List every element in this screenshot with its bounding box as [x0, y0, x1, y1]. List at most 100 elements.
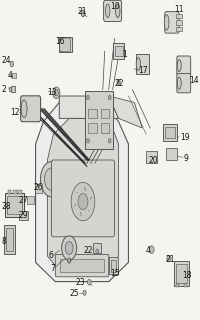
- Ellipse shape: [163, 15, 168, 30]
- Text: 4: 4: [145, 246, 149, 255]
- Bar: [93, 243, 100, 253]
- Ellipse shape: [176, 60, 180, 72]
- Bar: [8, 190, 11, 194]
- Bar: [5, 193, 24, 217]
- Circle shape: [40, 162, 62, 197]
- Bar: [11, 86, 15, 92]
- Text: 18: 18: [181, 271, 190, 280]
- FancyArrowPatch shape: [76, 192, 77, 193]
- FancyBboxPatch shape: [103, 0, 121, 21]
- Text: 25: 25: [69, 289, 79, 298]
- Circle shape: [108, 95, 111, 100]
- FancyBboxPatch shape: [59, 38, 70, 52]
- Bar: [18, 190, 22, 194]
- Text: 2: 2: [2, 85, 7, 94]
- Bar: [164, 127, 174, 138]
- Text: 21: 21: [77, 7, 87, 16]
- Bar: [174, 261, 188, 286]
- FancyBboxPatch shape: [164, 12, 178, 33]
- Text: 27: 27: [18, 196, 28, 204]
- Circle shape: [149, 246, 153, 253]
- Circle shape: [78, 194, 87, 210]
- Text: 22: 22: [83, 246, 92, 255]
- Text: 13: 13: [47, 88, 57, 97]
- Bar: [100, 109, 109, 118]
- Text: 1: 1: [122, 50, 127, 59]
- Bar: [60, 259, 103, 272]
- Text: 22: 22: [114, 79, 123, 88]
- Polygon shape: [35, 102, 128, 282]
- Circle shape: [86, 95, 89, 100]
- FancyBboxPatch shape: [176, 56, 190, 75]
- Circle shape: [10, 61, 14, 67]
- Bar: [58, 37, 71, 52]
- Bar: [34, 184, 42, 193]
- FancyBboxPatch shape: [176, 74, 190, 93]
- FancyArrowPatch shape: [84, 187, 85, 191]
- Bar: [85, 91, 112, 149]
- Polygon shape: [108, 96, 142, 128]
- Circle shape: [44, 168, 58, 190]
- Circle shape: [86, 139, 89, 143]
- FancyArrowPatch shape: [90, 197, 91, 199]
- Bar: [109, 257, 117, 275]
- Bar: [4, 225, 15, 254]
- Text: 19: 19: [179, 133, 189, 142]
- Circle shape: [67, 259, 70, 263]
- Bar: [19, 211, 28, 220]
- Circle shape: [65, 242, 73, 254]
- Bar: [12, 73, 16, 78]
- Bar: [114, 46, 122, 56]
- FancyArrowPatch shape: [80, 212, 81, 216]
- Bar: [183, 284, 186, 287]
- FancyBboxPatch shape: [21, 96, 40, 122]
- Bar: [166, 148, 176, 160]
- Polygon shape: [47, 118, 118, 275]
- Circle shape: [52, 87, 60, 99]
- Ellipse shape: [105, 4, 109, 18]
- Ellipse shape: [21, 100, 27, 118]
- Polygon shape: [59, 96, 118, 118]
- Circle shape: [83, 290, 86, 295]
- Circle shape: [166, 255, 170, 262]
- Text: 23: 23: [75, 278, 85, 287]
- Bar: [145, 151, 156, 163]
- FancyBboxPatch shape: [51, 160, 114, 237]
- Bar: [100, 123, 109, 133]
- Text: 11: 11: [173, 5, 182, 14]
- Text: 20: 20: [147, 156, 157, 164]
- FancyArrowPatch shape: [74, 204, 76, 206]
- Circle shape: [116, 79, 120, 84]
- Bar: [27, 196, 34, 204]
- Text: 17: 17: [138, 66, 147, 75]
- Text: 21: 21: [165, 255, 175, 264]
- Text: 9: 9: [183, 154, 188, 163]
- Bar: [9, 87, 11, 91]
- Text: 4: 4: [8, 71, 13, 80]
- Text: 24: 24: [2, 56, 12, 65]
- Circle shape: [95, 249, 98, 253]
- Text: 26: 26: [34, 183, 43, 192]
- Text: 29: 29: [18, 211, 28, 220]
- Circle shape: [71, 182, 94, 221]
- Bar: [112, 43, 124, 59]
- Circle shape: [67, 258, 70, 263]
- Bar: [175, 264, 186, 283]
- Bar: [13, 190, 17, 194]
- Bar: [88, 109, 96, 118]
- Text: 14: 14: [189, 76, 198, 84]
- Bar: [162, 124, 176, 141]
- Ellipse shape: [115, 4, 119, 18]
- Text: 12: 12: [10, 108, 20, 116]
- Bar: [110, 260, 116, 272]
- Text: 28: 28: [2, 202, 11, 211]
- Text: 16: 16: [55, 37, 65, 46]
- Ellipse shape: [176, 77, 180, 89]
- Text: 8: 8: [2, 237, 7, 246]
- Circle shape: [81, 10, 85, 17]
- Bar: [175, 14, 181, 18]
- Text: 6: 6: [48, 252, 53, 260]
- Bar: [175, 27, 181, 31]
- Circle shape: [108, 139, 111, 143]
- Bar: [7, 196, 22, 214]
